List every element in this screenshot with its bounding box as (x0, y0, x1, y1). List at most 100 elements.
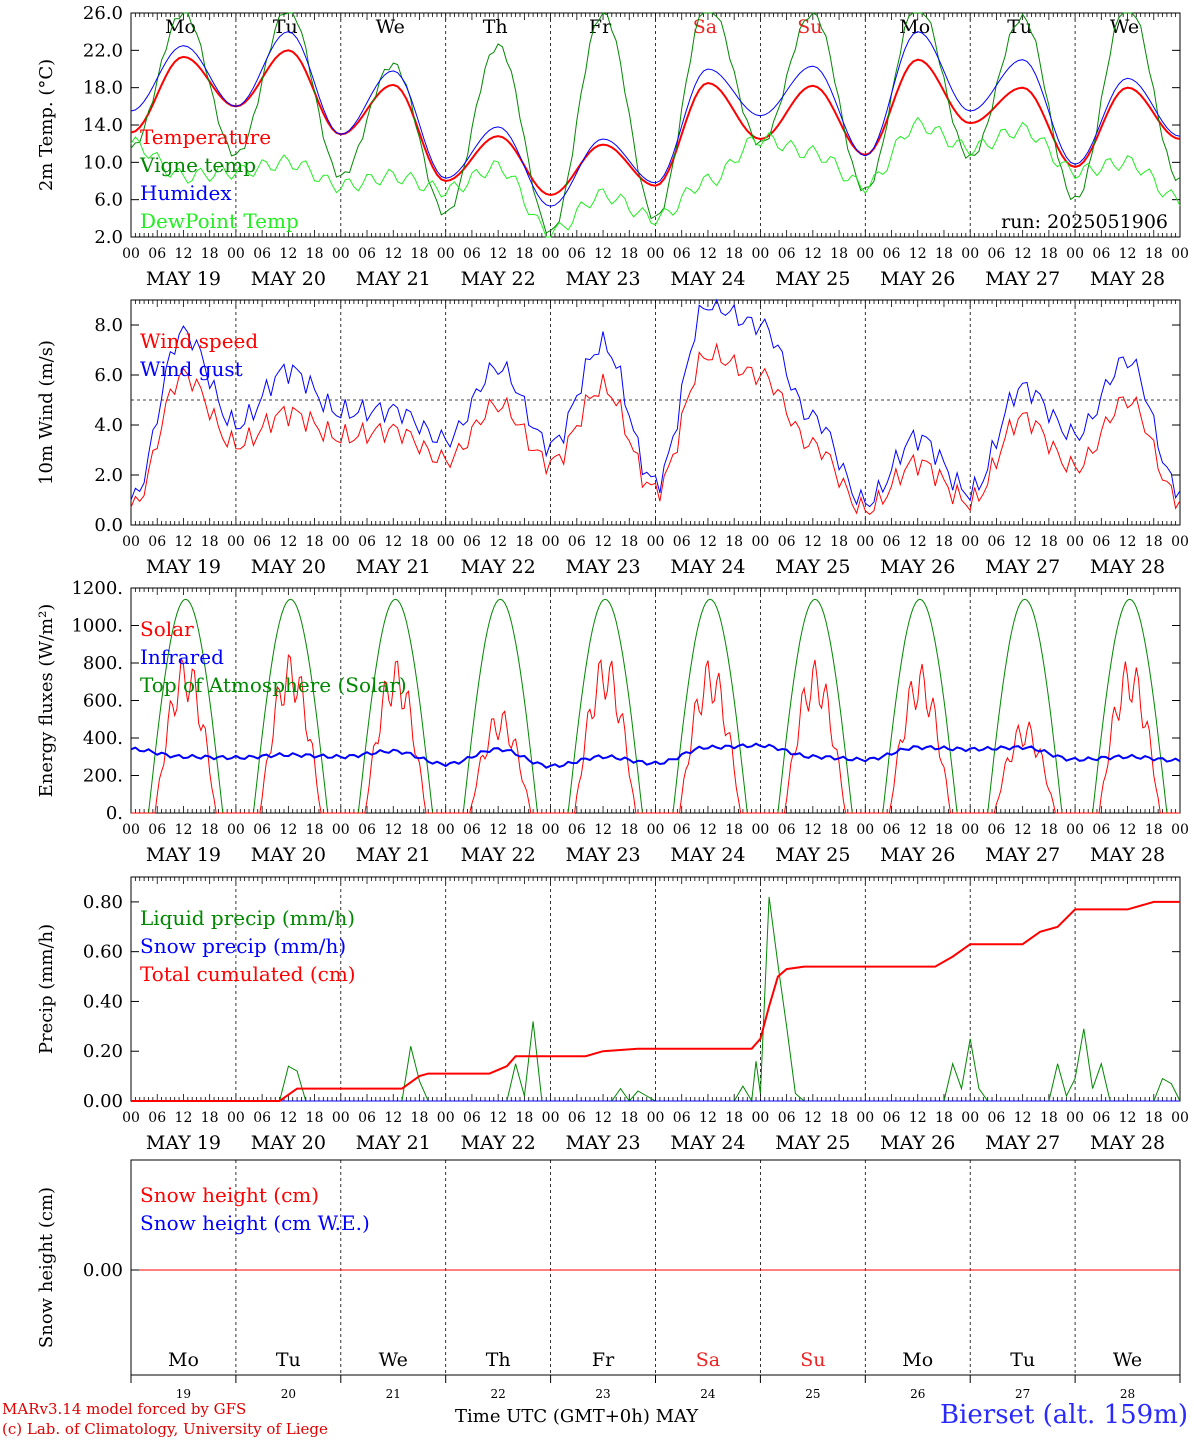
day-label: Su (800, 1349, 825, 1371)
date-label: MAY 27 (985, 556, 1060, 578)
temp-legend-2: Humidex (140, 181, 232, 205)
x-tick-label: 18 (201, 534, 219, 550)
y-tick-label: 1200. (71, 578, 123, 599)
date-label: MAY 19 (146, 268, 221, 290)
x-tick-label: 12 (594, 1110, 612, 1126)
y-tick-label: 0. (106, 803, 123, 824)
x-tick-label: 06 (1092, 246, 1110, 262)
x-tick-label: 06 (148, 822, 166, 838)
date-label: MAY 25 (775, 268, 850, 290)
run-label: run: 2025051906 (1001, 211, 1168, 233)
x-tick-label: 18 (935, 534, 953, 550)
x-tick-label: 18 (725, 822, 743, 838)
x-tick-label: 06 (673, 246, 691, 262)
y-tick-label: 8.0 (94, 315, 123, 336)
day-label: We (376, 16, 405, 38)
y-tick-label: 1000. (71, 616, 123, 637)
date-label: MAY 21 (356, 844, 431, 866)
wind-legend-1: Wind gust (140, 357, 243, 381)
x-tick-label: 00 (751, 534, 769, 550)
x-tick-label: 06 (568, 246, 586, 262)
y-tick-label: 0.00 (83, 1260, 123, 1281)
y-tick-label: 0.20 (83, 1041, 123, 1062)
date-label: MAY 20 (251, 844, 326, 866)
x-tick-label: 00 (437, 822, 455, 838)
x-tick-label: 18 (201, 1110, 219, 1126)
x-tick-label: 12 (384, 1110, 402, 1126)
date-label: MAY 23 (565, 556, 640, 578)
x-tick-label: 06 (673, 822, 691, 838)
flux-legend-1: Infrared (140, 645, 224, 669)
x-tick-label: 12 (699, 1110, 717, 1126)
x-tick-label: 18 (515, 822, 533, 838)
y-tick-label: 14.0 (83, 115, 123, 136)
x-tick-label: 00 (227, 534, 245, 550)
panel-frame-1 (130, 12, 1181, 238)
x-tick-label: 12 (909, 1110, 927, 1126)
x-tick-label: 12 (1014, 534, 1032, 550)
date-label: MAY 27 (985, 268, 1060, 290)
date-label: MAY 25 (775, 844, 850, 866)
x-tick-label: 00 (751, 1110, 769, 1126)
x-tick-label: 18 (620, 1110, 638, 1126)
wind-legend-0: Wind speed (140, 329, 258, 353)
x-tick-label: 12 (489, 246, 507, 262)
temp-series-0 (130, 49, 1181, 197)
date-number: 26 (910, 1387, 925, 1401)
x-tick-label: 12 (489, 534, 507, 550)
x-tick-label: 00 (751, 822, 769, 838)
x-tick-label: 18 (306, 246, 324, 262)
date-label: MAY 24 (670, 1132, 745, 1154)
x-tick-label: 00 (1066, 246, 1084, 262)
y-tick-label: 6.0 (94, 365, 123, 386)
y-tick-label: 0.80 (83, 892, 123, 913)
date-label: MAY 28 (1090, 844, 1165, 866)
date-number: 24 (700, 1387, 716, 1401)
y-tick-label: 0.00 (83, 1091, 123, 1112)
x-tick-label: 18 (725, 246, 743, 262)
date-label: MAY 22 (461, 268, 536, 290)
x-tick-label: 12 (279, 822, 297, 838)
x-tick-label: 12 (279, 1110, 297, 1126)
x-tick-label: 18 (411, 534, 429, 550)
wind-series-0 (130, 342, 1181, 516)
x-tick-label: 06 (358, 822, 376, 838)
date-label: MAY 22 (461, 556, 536, 578)
y-tick-label: 600. (83, 691, 123, 712)
x-tick-label: 12 (175, 822, 193, 838)
x-tick-label: 18 (725, 1110, 743, 1126)
day-label: Tu (276, 1349, 301, 1371)
x-tick-label: 12 (175, 534, 193, 550)
date-number: 28 (1120, 1387, 1135, 1401)
x-tick-label: 00 (227, 1110, 245, 1126)
x-tick-label: 06 (883, 822, 901, 838)
x-tick-label: 18 (1145, 534, 1163, 550)
x-tick-label: 12 (1119, 822, 1137, 838)
flux-legend-0: Solar (140, 617, 194, 641)
x-tick-label: 06 (673, 534, 691, 550)
precip-series-2 (131, 900, 1180, 1102)
temp-legend-1: Vigne temp (139, 153, 256, 177)
x-tick-label: 00 (332, 534, 350, 550)
x-tick-label: 06 (358, 534, 376, 550)
x-tick-label: 00 (332, 1110, 350, 1126)
date-label: MAY 26 (880, 844, 955, 866)
date-number: 23 (595, 1387, 610, 1401)
x-tick-label: 18 (830, 534, 848, 550)
x-tick-label: 06 (1092, 534, 1110, 550)
date-label: MAY 25 (775, 1132, 850, 1154)
date-label: MAY 21 (356, 268, 431, 290)
x-tick-label: 18 (830, 246, 848, 262)
x-tick-label: 18 (1040, 534, 1058, 550)
x-tick-label: 12 (1014, 1110, 1032, 1126)
x-tick-label: 18 (620, 246, 638, 262)
x-tick-label: 00 (227, 246, 245, 262)
x-tick-label: 06 (883, 1110, 901, 1126)
x-tick-label: 06 (988, 534, 1006, 550)
x-tick-label: 06 (148, 1110, 166, 1126)
x-tick-label: 12 (804, 822, 822, 838)
day-label: Sa (693, 16, 717, 38)
x-tick-label: 12 (699, 246, 717, 262)
x-tick-label: 18 (1040, 822, 1058, 838)
